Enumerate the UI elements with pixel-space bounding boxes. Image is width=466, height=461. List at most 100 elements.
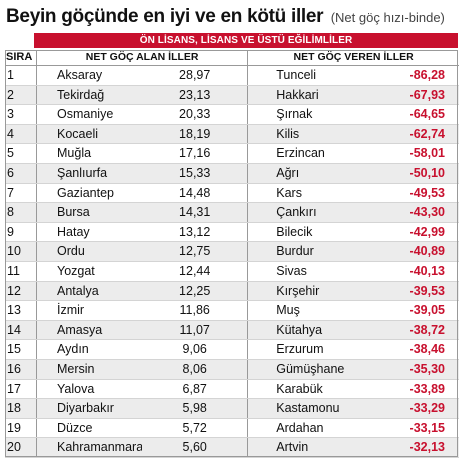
title-main: Beyin göçünde en iyi ve en kötü iller [6, 6, 324, 27]
header-gain: NET GÖÇ ALAN İLLER [36, 50, 249, 66]
rank-cell: 9 [5, 222, 37, 243]
loss-value-cell: -38,72 [353, 320, 459, 341]
gain-city-cell: Muğla [36, 143, 143, 164]
rank-cell: 17 [5, 379, 37, 400]
gain-value-cell: 5,98 [142, 398, 249, 419]
gain-value-cell: 6,87 [142, 379, 249, 400]
gain-value-cell: 5,72 [142, 418, 249, 439]
rank-cell: 14 [5, 320, 37, 341]
rank-cell: 2 [5, 85, 37, 106]
migration-table: SIRA NET GÖÇ ALAN İLLER NET GÖÇ VEREN İL… [5, 50, 459, 458]
gain-city-cell: Diyarbakır [36, 398, 143, 419]
rank-cell: 10 [5, 241, 37, 262]
gain-city-cell: Yalova [36, 379, 143, 400]
table-row: 4 Kocaeli 18,19 Kilis -62,74 [5, 124, 459, 145]
loss-value-cell: -40,89 [353, 241, 459, 262]
gain-value-cell: 23,13 [142, 85, 249, 106]
table-row: 18 Diyarbakır 5,98 Kastamonu -33,29 [5, 398, 459, 419]
gain-city-cell: Kahramanmaraş [36, 437, 143, 458]
gain-value-cell: 11,07 [142, 320, 249, 341]
gain-value-cell: 9,06 [142, 339, 249, 360]
table-row: 11 Yozgat 12,44 Sivas -40,13 [5, 261, 459, 282]
table-row: 12 Antalya 12,25 Kırşehir -39,53 [5, 281, 459, 302]
gain-value-cell: 5,60 [142, 437, 249, 458]
rank-cell: 12 [5, 281, 37, 302]
rank-cell: 4 [5, 124, 37, 145]
rank-cell: 16 [5, 359, 37, 380]
loss-value-cell: -35,30 [353, 359, 459, 380]
loss-city-cell: Kütahya [247, 320, 354, 341]
table-row: 14 Amasya 11,07 Kütahya -38,72 [5, 320, 459, 341]
gain-city-cell: Aydın [36, 339, 143, 360]
table-row: 17 Yalova 6,87 Karabük -33,89 [5, 379, 459, 400]
loss-value-cell: -33,29 [353, 398, 459, 419]
loss-value-cell: -39,53 [353, 281, 459, 302]
category-banner: ÖN LİSANS, LİSANS VE ÜSTÜ EĞİLİMLİLER [34, 33, 458, 48]
loss-city-cell: Sivas [247, 261, 354, 282]
header-loss: NET GÖÇ VEREN İLLER [247, 50, 459, 66]
rank-cell: 19 [5, 418, 37, 439]
loss-value-cell: -33,15 [353, 418, 459, 439]
table-row: 8 Bursa 14,31 Çankırı -43,30 [5, 202, 459, 223]
gain-city-cell: Yozgat [36, 261, 143, 282]
gain-value-cell: 13,12 [142, 222, 249, 243]
gain-city-cell: Düzce [36, 418, 143, 439]
loss-city-cell: Erzincan [247, 143, 354, 164]
loss-city-cell: Muş [247, 300, 354, 321]
loss-city-cell: Tunceli [247, 65, 354, 86]
loss-city-cell: Artvin [247, 437, 354, 458]
loss-value-cell: -40,13 [353, 261, 459, 282]
loss-value-cell: -42,99 [353, 222, 459, 243]
table-row: 1 Aksaray 28,97 Tunceli -86,28 [5, 65, 459, 86]
gain-city-cell: Antalya [36, 281, 143, 302]
loss-value-cell: -49,53 [353, 183, 459, 204]
gain-city-cell: İzmir [36, 300, 143, 321]
gain-value-cell: 12,25 [142, 281, 249, 302]
loss-value-cell: -67,93 [353, 85, 459, 106]
table-row: 6 Şanlıurfa 15,33 Ağrı -50,10 [5, 163, 459, 184]
gain-value-cell: 15,33 [142, 163, 249, 184]
loss-value-cell: -33,89 [353, 379, 459, 400]
table-row: 15 Aydın 9,06 Erzurum -38,46 [5, 339, 459, 360]
gain-value-cell: 18,19 [142, 124, 249, 145]
gain-value-cell: 12,44 [142, 261, 249, 282]
loss-city-cell: Çankırı [247, 202, 354, 223]
gain-value-cell: 28,97 [142, 65, 249, 86]
gain-value-cell: 14,31 [142, 202, 249, 223]
loss-city-cell: Bilecik [247, 222, 354, 243]
loss-city-cell: Hakkari [247, 85, 354, 106]
loss-value-cell: -39,05 [353, 300, 459, 321]
table-row: 16 Mersin 8,06 Gümüşhane -35,30 [5, 359, 459, 380]
table-row: 5 Muğla 17,16 Erzincan -58,01 [5, 143, 459, 164]
table-row: 10 Ordu 12,75 Burdur -40,89 [5, 241, 459, 262]
rank-cell: 5 [5, 143, 37, 164]
gain-value-cell: 20,33 [142, 104, 249, 125]
gain-city-cell: Şanlıurfa [36, 163, 143, 184]
gain-value-cell: 17,16 [142, 143, 249, 164]
gain-city-cell: Mersin [36, 359, 143, 380]
rank-cell: 7 [5, 183, 37, 204]
loss-city-cell: Kilis [247, 124, 354, 145]
gain-city-cell: Tekirdağ [36, 85, 143, 106]
table-row: 7 Gaziantep 14,48 Kars -49,53 [5, 183, 459, 204]
loss-value-cell: -58,01 [353, 143, 459, 164]
rank-cell: 6 [5, 163, 37, 184]
gain-value-cell: 14,48 [142, 183, 249, 204]
gain-city-cell: Amasya [36, 320, 143, 341]
rank-cell: 8 [5, 202, 37, 223]
loss-city-cell: Kırşehir [247, 281, 354, 302]
gain-value-cell: 12,75 [142, 241, 249, 262]
loss-city-cell: Burdur [247, 241, 354, 262]
gain-city-cell: Gaziantep [36, 183, 143, 204]
page-title: Beyin göçünde en iyi ve en kötü iller (N… [6, 6, 445, 28]
rank-cell: 1 [5, 65, 37, 86]
loss-city-cell: Kars [247, 183, 354, 204]
table-row: 20 Kahramanmaraş 5,60 Artvin -32,13 [5, 437, 459, 458]
gain-city-cell: Kocaeli [36, 124, 143, 145]
rank-cell: 20 [5, 437, 37, 458]
rank-cell: 3 [5, 104, 37, 125]
loss-city-cell: Karabük [247, 379, 354, 400]
gain-city-cell: Bursa [36, 202, 143, 223]
rank-cell: 11 [5, 261, 37, 282]
